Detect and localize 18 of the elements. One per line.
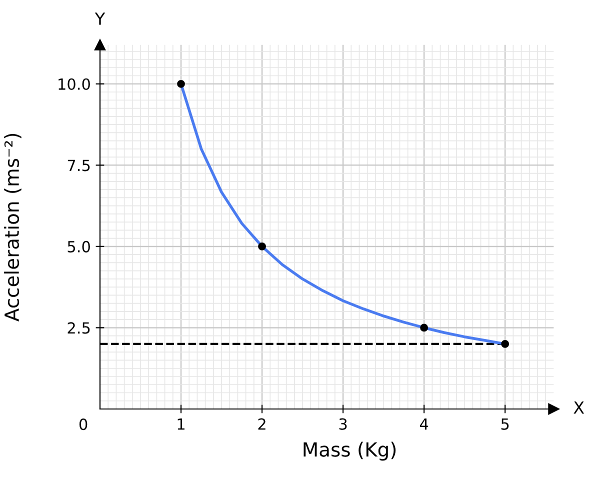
x-tick-label: 5 (501, 418, 509, 430)
y-axis-title: Acceleration (ms⁻²) (4, 134, 22, 322)
y-tick-label: 10.0 (58, 78, 90, 90)
x-tick-label: 2 (258, 418, 266, 430)
text: Y (94, 12, 106, 25)
y-tick-label: 5.0 (68, 240, 90, 252)
point (177, 80, 185, 88)
x-tick-label: 1 (178, 418, 184, 430)
text: X (574, 401, 584, 414)
x-axis-title: Mass (Kg) (304, 442, 396, 461)
x-tick-label: 3 (339, 418, 347, 430)
y-tick-label: 2.5 (68, 322, 90, 334)
y-tick-label: 7.5 (68, 160, 90, 172)
point (501, 340, 510, 348)
text: 0 (79, 418, 88, 430)
point (420, 324, 428, 332)
point (258, 242, 266, 250)
x-tick-label: 4 (420, 418, 428, 430)
